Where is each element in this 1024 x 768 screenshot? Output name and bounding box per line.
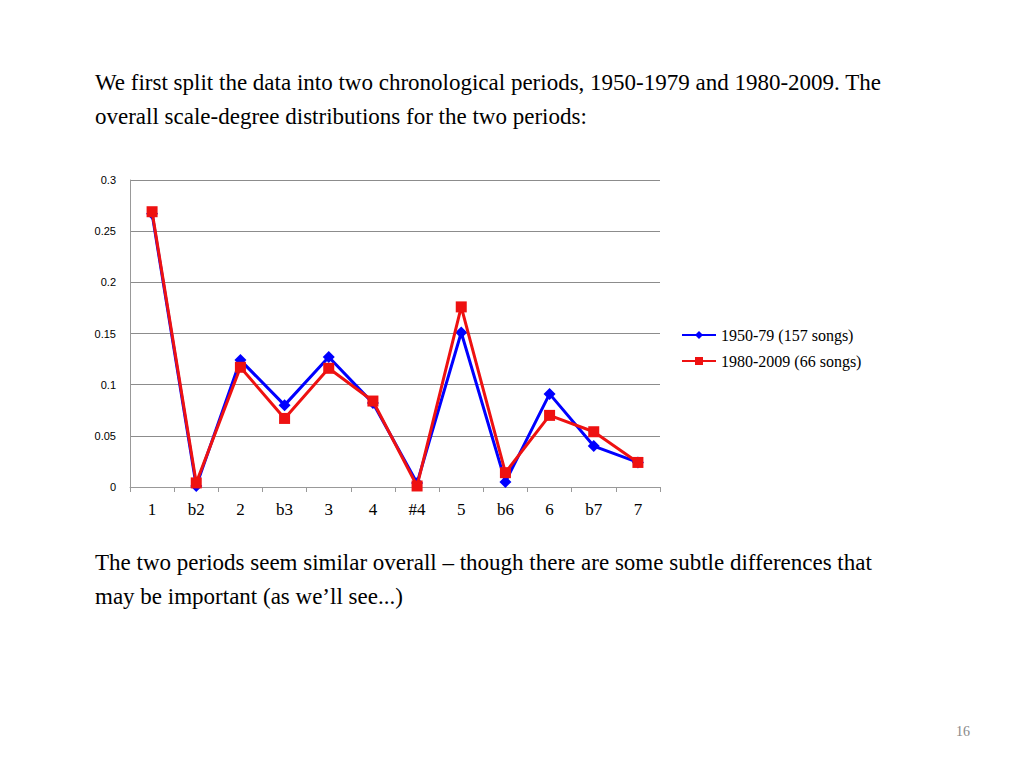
svg-text:3: 3 — [325, 500, 334, 519]
svg-text:1980-2009 (66 songs): 1980-2009 (66 songs) — [721, 353, 861, 371]
svg-text:0.1: 0.1 — [101, 379, 116, 391]
svg-text:0.2: 0.2 — [101, 276, 116, 288]
svg-text:1950-79 (157 songs): 1950-79 (157 songs) — [721, 327, 853, 345]
svg-text:b6: b6 — [497, 500, 514, 519]
html-text:16: 16 — [956, 724, 970, 739]
svg-text:#4: #4 — [409, 500, 427, 519]
svg-text:6: 6 — [545, 500, 554, 519]
svg-text:b3: b3 — [276, 500, 293, 519]
svg-text:0.05: 0.05 — [95, 430, 116, 442]
svg-text:2: 2 — [236, 500, 245, 519]
html-text:The two periods seem similar o: The two periods seem similar overall – t… — [95, 550, 872, 609]
svg-text:1: 1 — [148, 500, 157, 519]
svg-text:4: 4 — [369, 500, 378, 519]
svg-text:b2: b2 — [188, 500, 205, 519]
svg-text:0.3: 0.3 — [101, 174, 116, 186]
svg-text:5: 5 — [457, 500, 466, 519]
svg-text:0.15: 0.15 — [95, 328, 116, 340]
svg-text:b7: b7 — [585, 500, 603, 519]
svg-text:0.25: 0.25 — [95, 225, 116, 237]
svg-text:7: 7 — [634, 500, 643, 519]
svg-text:0: 0 — [110, 481, 116, 493]
html-text:We first split the data into t: We first split the data into two chronol… — [95, 70, 881, 129]
